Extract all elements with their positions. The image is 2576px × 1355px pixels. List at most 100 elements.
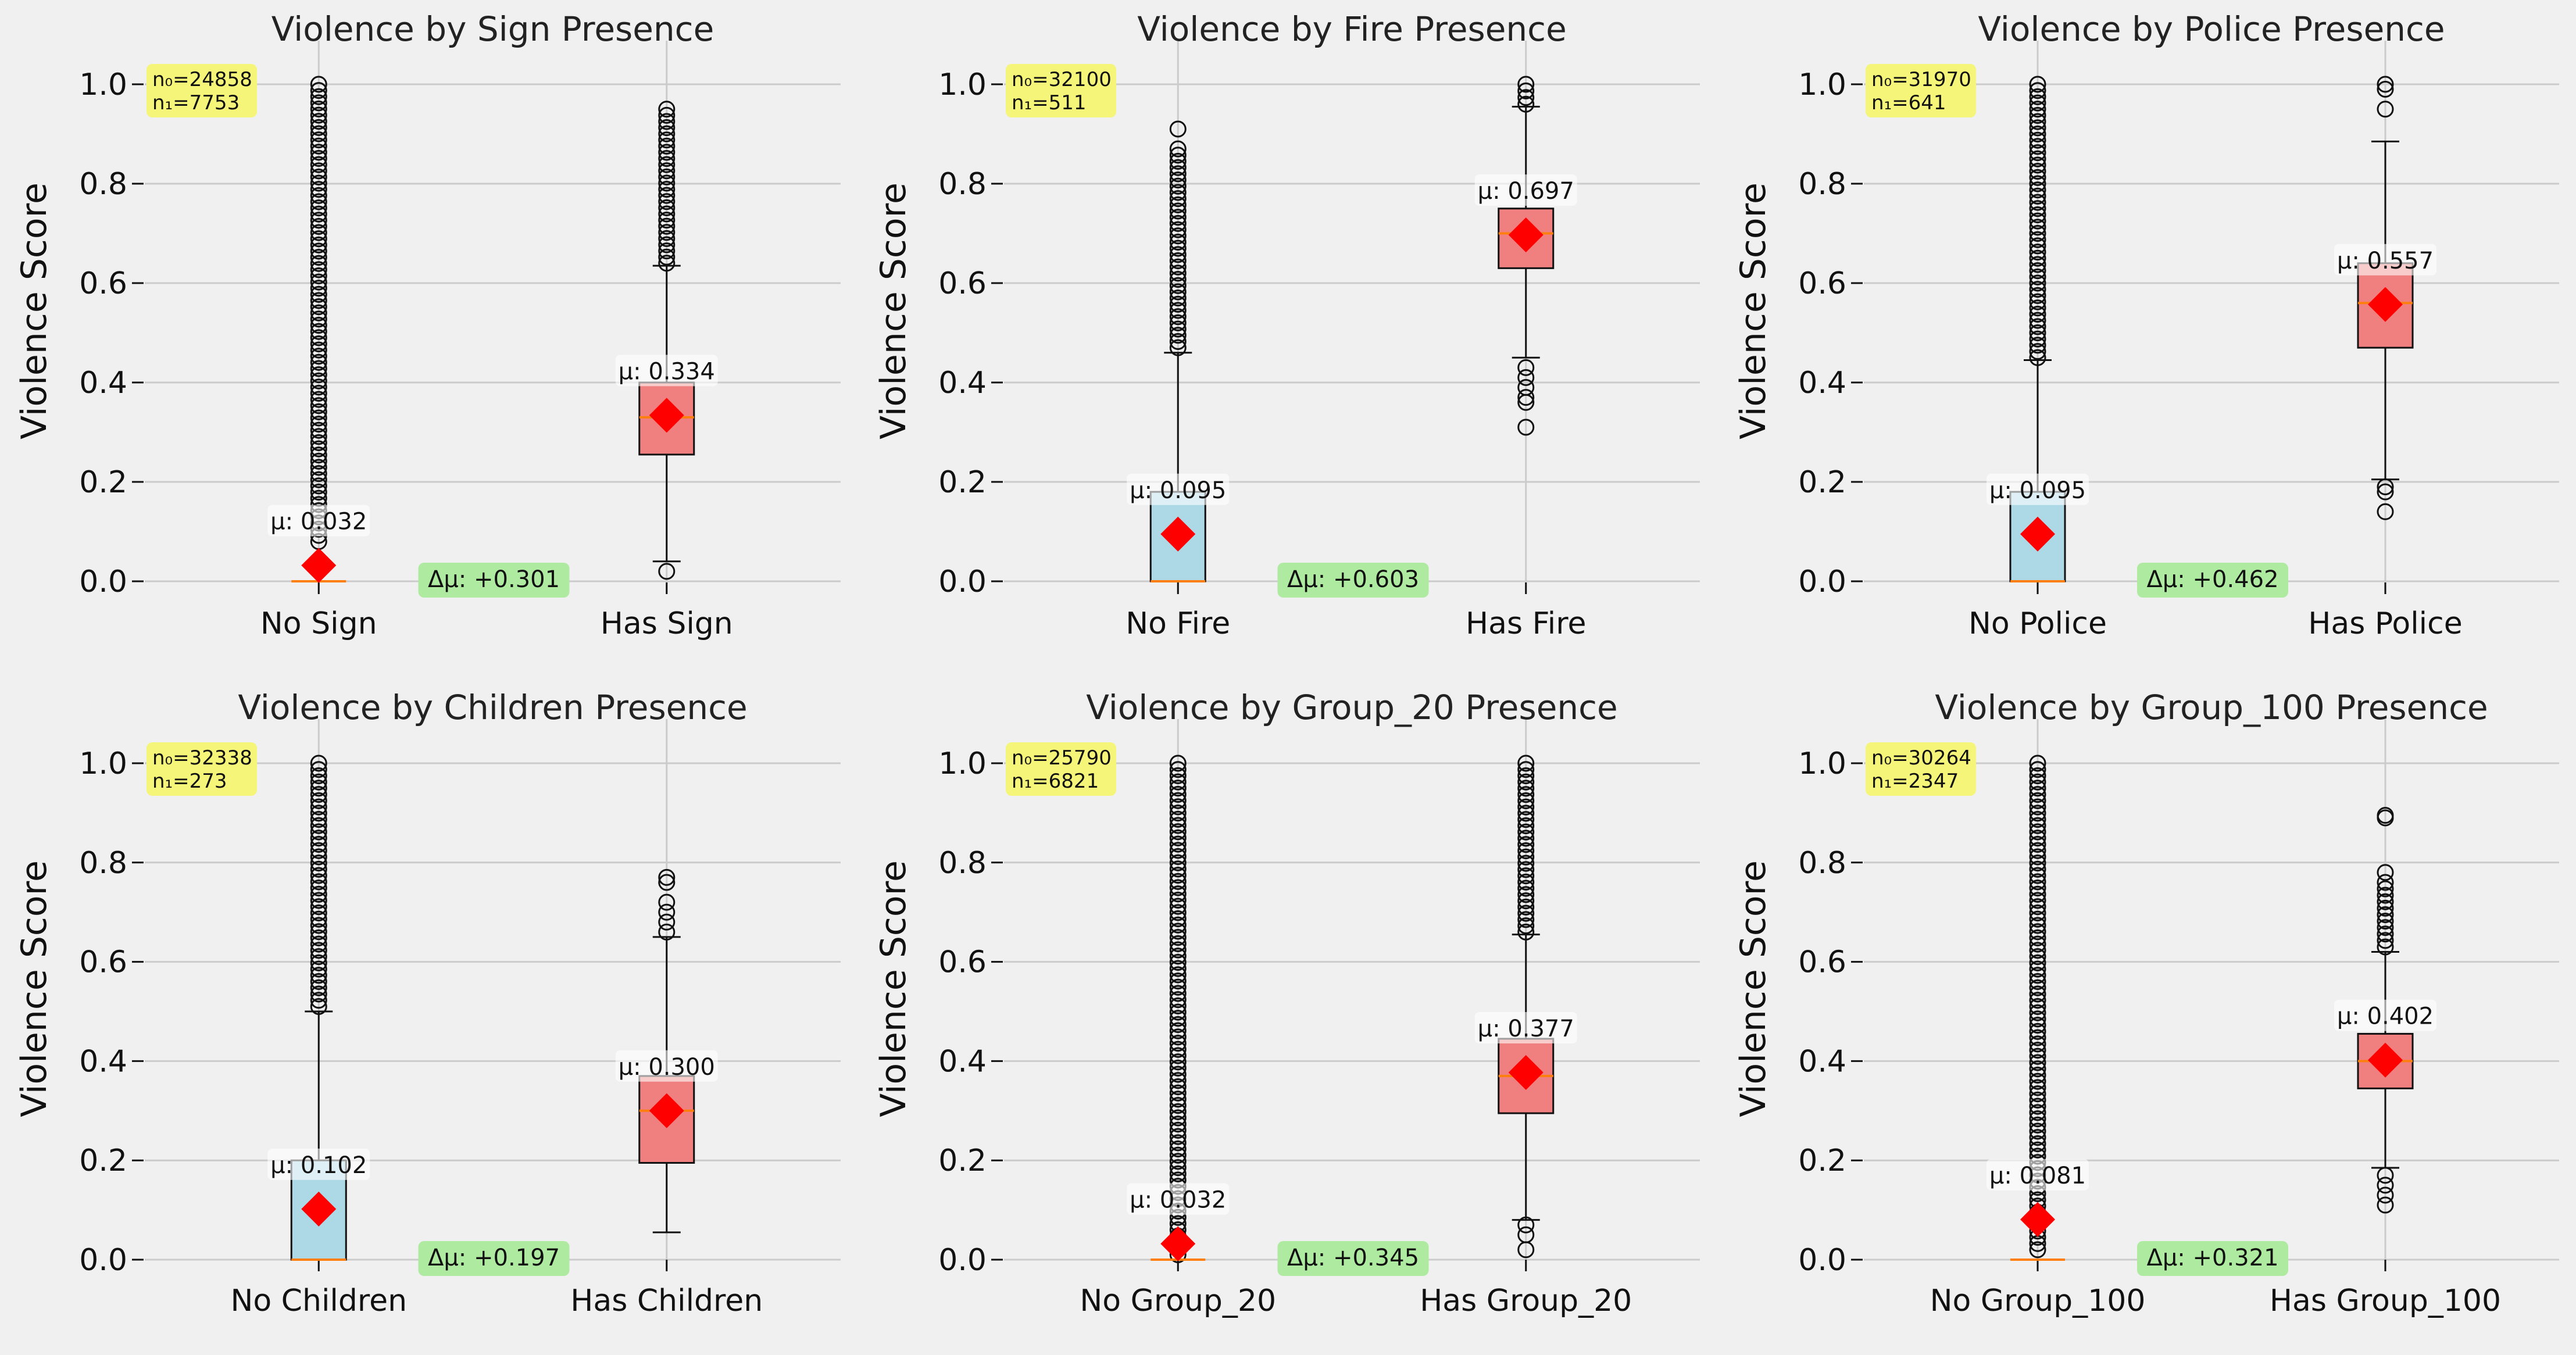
outlier-point [1169, 755, 1187, 772]
outlier-point [1169, 1084, 1187, 1102]
outlier-point [310, 217, 327, 235]
delta-badge [1277, 563, 1429, 598]
outlier-point [2377, 874, 2394, 891]
outlier-point [310, 948, 327, 966]
outlier-point [2029, 755, 2046, 772]
outlier-point [2029, 1110, 2046, 1128]
count-badge [1006, 64, 1116, 117]
outlier-point [310, 477, 327, 495]
outlier-point [310, 835, 327, 853]
outlier-point [2377, 893, 2394, 910]
outlier-point [1169, 848, 1187, 866]
mean-marker [649, 398, 684, 433]
outlier-point [310, 397, 327, 414]
count-badge [1006, 742, 1116, 796]
outlier-point [2029, 1097, 2046, 1115]
outlier-point [658, 248, 676, 266]
mean-label-bg [2334, 999, 2436, 1031]
outlier-point [310, 848, 327, 866]
mean-marker [1160, 1226, 1196, 1261]
outlier-point [310, 144, 327, 161]
outlier-point [1169, 202, 1187, 220]
outlier-point [2029, 1010, 2046, 1028]
outlier-point [2029, 200, 2046, 217]
outlier-point [310, 885, 327, 903]
mean-label-bg [1127, 1183, 1230, 1215]
outlier-point [658, 144, 676, 161]
outlier-point [310, 131, 327, 149]
outlier-point [310, 236, 327, 253]
mean-label-bg [267, 505, 370, 537]
outlier-point [310, 992, 327, 1009]
outlier-point [1169, 1097, 1187, 1114]
y-tick-label: 0.0 [938, 1243, 987, 1278]
x-tick-label: Has Fire [1466, 606, 1586, 641]
outlier-point [1517, 1241, 1535, 1259]
outlier-point [2029, 761, 2046, 778]
y-tick-label: 1.0 [1798, 746, 1846, 781]
y-axis-label: Violence Score [14, 860, 55, 1117]
outlier-point [2029, 244, 2046, 261]
outlier-point [2029, 231, 2046, 248]
outlier-point [2377, 919, 2394, 936]
outlier-point [1517, 761, 1535, 778]
outlier-point [2029, 979, 2046, 996]
outlier-point [1169, 1159, 1187, 1177]
outlier-point [310, 755, 327, 772]
outlier-point [1169, 289, 1187, 307]
outlier-point [1169, 184, 1187, 201]
y-tick-label: 1.0 [938, 746, 987, 781]
outlier-point [310, 323, 327, 340]
outlier-point [310, 403, 327, 420]
mean-label: μ: 0.095 [1989, 477, 2086, 504]
outlier-point [2377, 886, 2394, 904]
outlier-point [310, 465, 327, 482]
outlier-point [310, 273, 327, 291]
outlier-point [2029, 923, 2046, 941]
outlier-point [2029, 219, 2046, 236]
y-tick-label: 0.0 [79, 564, 127, 599]
outlier-point [310, 761, 327, 778]
y-tick-label: 0.2 [1798, 465, 1846, 500]
outlier-point [2029, 817, 2046, 834]
outlier-point [1517, 880, 1535, 897]
outlier-point [2029, 113, 2046, 130]
count-badge [1866, 64, 1976, 117]
outlier-point [2029, 324, 2046, 341]
outlier-point [310, 830, 327, 847]
outlier-point [1169, 1165, 1187, 1182]
mean-label: μ: 0.557 [2337, 248, 2434, 274]
y-tick-label: 0.8 [79, 846, 127, 881]
outlier-point [1169, 885, 1187, 903]
outlier-point [1517, 394, 1535, 411]
mean-marker [649, 1093, 684, 1128]
outlier-point [310, 880, 327, 897]
outlier-point [2029, 898, 2046, 916]
outlier-point [1169, 227, 1187, 245]
y-tick-label: 0.6 [79, 945, 127, 980]
outlier-point [310, 391, 327, 408]
outlier-point [1169, 761, 1187, 778]
outlier-point [658, 193, 676, 210]
outlier-point [310, 873, 327, 891]
outlier-point [658, 205, 676, 223]
mean-label: μ: 0.032 [270, 509, 367, 535]
delta-label: Δμ: +0.321 [2146, 1245, 2278, 1271]
delta-label: Δμ: +0.462 [2146, 566, 2278, 593]
outlier-point [310, 954, 327, 971]
outlier-point [2029, 998, 2046, 1015]
y-tick-label: 1.0 [79, 67, 127, 102]
chart-title: Violence by Group_100 Presence [1935, 688, 2488, 727]
y-tick-label: 0.4 [79, 1044, 127, 1079]
y-tick-label: 0.4 [79, 366, 127, 401]
y-tick-label: 0.2 [938, 1143, 987, 1178]
x-tick-label: No Fire [1126, 606, 1230, 641]
outlier-point [2029, 225, 2046, 242]
outlier-point [1169, 910, 1187, 928]
outlier-point [1169, 829, 1187, 846]
outlier-point [2029, 131, 2046, 149]
outlier-point [310, 416, 327, 433]
chart-title: Violence by Fire Presence [1137, 9, 1567, 49]
count-label-has: n₁=2347 [1871, 770, 1959, 793]
outlier-point [310, 452, 327, 470]
